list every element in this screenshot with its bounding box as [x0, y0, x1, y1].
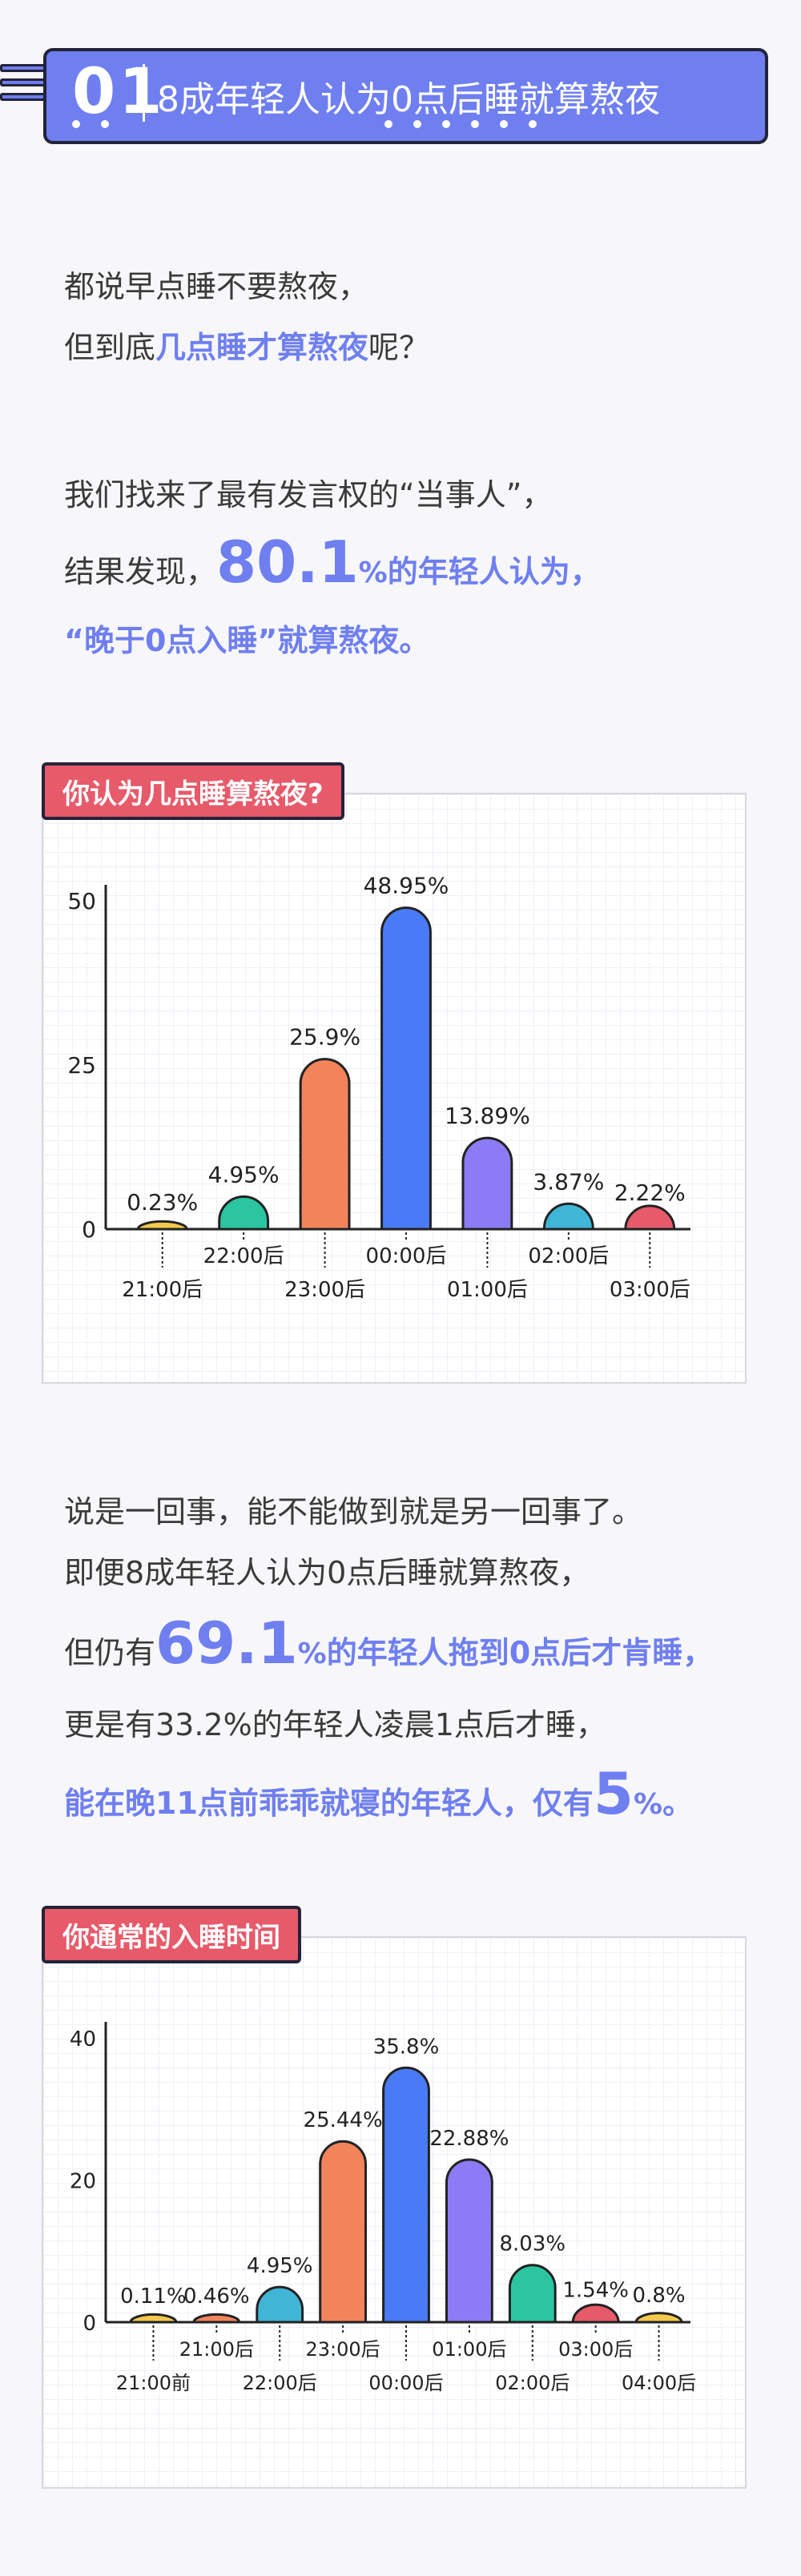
title-box [43, 48, 768, 144]
x-tick-label-6: 03:00后 [610, 1278, 690, 1302]
title-dots-left [72, 120, 109, 128]
finding-1-line-1: 我们找来了最有发言权的“当事人”， [64, 477, 553, 512]
finding-1-line-3: “晚于0点入睡”就算熬夜。 [64, 623, 430, 658]
bar-3 [319, 2140, 368, 2324]
finding-2-line-2: 即便8成年轻人认为0点后睡就算熬夜， [64, 1555, 590, 1590]
y-tick-label-2: 50 [67, 888, 96, 914]
x-tick-label-5: 01:00后 [432, 2338, 506, 2361]
bar-5 [445, 2158, 493, 2324]
chart-2-plot: 0 20 40 0.11% 21:00前 0.46% 21:00后 4.95% 22:00后 25… [70, 2022, 696, 2394]
bar-4 [461, 1136, 513, 1231]
x-tick-label-1: 21:00后 [179, 2338, 254, 2361]
data-label-8: 0.8% [633, 2284, 686, 2308]
y-tick-label-0: 0 [82, 1216, 96, 1243]
section-number: 01 [72, 56, 166, 128]
finding-2-line-4: 更是有33.2%的年轻人凌晨1点后才睡， [64, 1707, 606, 1742]
chart-2-title: 你通常的入睡时间 [42, 1906, 301, 1963]
bar-0 [136, 1220, 188, 1231]
intro-line-2: 但到底几点睡才算熬夜呢？ [64, 330, 430, 365]
x-tick-label-4: 00:00后 [368, 2372, 443, 2394]
bar-6 [624, 1204, 676, 1231]
title-divider [143, 64, 145, 122]
y-tick-label-1: 25 [67, 1052, 96, 1079]
x-tick-label-2: 23:00后 [284, 1278, 365, 1302]
intro-paragraph: 都说早点睡不要熬夜， 但到底几点睡才算熬夜呢？ [64, 256, 429, 378]
data-label-2: 4.95% [247, 2254, 313, 2278]
bar-0 [129, 2313, 178, 2324]
data-label-2: 25.9% [289, 1024, 360, 1051]
data-label-0: 0.23% [127, 1189, 198, 1216]
data-label-6: 2.22% [614, 1179, 686, 1206]
data-label-0: 0.11% [120, 2285, 187, 2309]
data-label-1: 4.95% [208, 1161, 280, 1188]
bar-1 [192, 2313, 241, 2324]
bar-4 [382, 2066, 430, 2324]
data-label-7: 1.54% [562, 2278, 629, 2302]
data-label-5: 3.87% [533, 1168, 604, 1195]
data-label-3: 25.44% [304, 2108, 383, 2132]
finding-2-line-5: 能在晚11点前乖乖就寝的年轻人，仅有5%。 [64, 1760, 694, 1827]
chart-1-plot: 0 25 50 0.23% 21:00后 4.95% 22:00后 25.9% 23:00后 48… [67, 873, 690, 1302]
title-banner: 01 8成年轻人认为0点后睡就算熬夜 [0, 0, 801, 160]
x-tick-label-8: 04:00后 [622, 2372, 696, 2394]
bar-7 [571, 2303, 620, 2324]
bar-3 [380, 906, 432, 1231]
bar-2 [256, 2285, 304, 2324]
x-tick-label-7: 03:00后 [558, 2338, 633, 2361]
y-tick-label-1: 20 [70, 2170, 96, 2194]
x-tick-label-1: 22:00后 [203, 1244, 284, 1268]
bar-6 [508, 2264, 557, 2324]
finding-2-paragraph: 说是一回事，能不能做到就是另一回事了。 即便8成年轻人认为0点后睡就算熬夜， 但… [64, 1481, 713, 1843]
data-label-3: 48.95% [364, 873, 449, 899]
x-tick-label-3: 00:00后 [366, 1244, 447, 1268]
data-label-1: 0.46% [183, 2285, 250, 2309]
x-tick-label-0: 21:00后 [122, 1278, 203, 1302]
data-label-5: 22.88% [429, 2127, 509, 2151]
x-tick-label-5: 02:00后 [528, 1244, 609, 1268]
finding-2-line-1: 说是一回事，能不能做到就是另一回事了。 [64, 1494, 643, 1529]
bar-5 [542, 1202, 594, 1231]
y-tick-label-0: 0 [83, 2312, 96, 2336]
finding-2-line-3: 但仍有69.1%的年轻人拖到0点后才肯睡， [64, 1609, 714, 1677]
decorative-lines [0, 64, 56, 128]
intro-line-1: 都说早点睡不要熬夜， [64, 269, 369, 304]
x-tick-label-2: 22:00后 [243, 2372, 317, 2394]
finding-2-stat-2: 5 [593, 1760, 634, 1827]
x-tick-label-4: 01:00后 [447, 1278, 528, 1302]
data-label-4: 35.8% [373, 2035, 440, 2059]
x-tick-label-3: 23:00后 [306, 2338, 380, 2361]
x-tick-label-6: 02:00后 [495, 2372, 570, 2394]
data-label-4: 13.89% [445, 1103, 530, 1129]
y-tick-label-2: 40 [70, 2027, 96, 2052]
data-label-6: 8.03% [499, 2232, 566, 2257]
finding-1-stat: 80.1 [216, 528, 359, 596]
chart-1-title: 你认为几点睡算熬夜? [42, 762, 344, 820]
finding-2-stat-1: 69.1 [155, 1609, 298, 1677]
x-tick-label-0: 21:00前 [116, 2372, 191, 2394]
finding-1-line-2: 结果发现，80.1%的年轻人认为， [64, 528, 601, 596]
bar-2 [299, 1058, 351, 1231]
bar-8 [634, 2312, 683, 2324]
bar-1 [218, 1196, 270, 1231]
title-dots-right [384, 120, 537, 128]
intro-highlight: 几点睡才算熬夜 [155, 330, 369, 365]
section-title: 8成年轻人认为0点后睡就算熬夜 [157, 79, 660, 120]
finding-1-paragraph: 我们找来了最有发言权的“当事人”， 结果发现，80.1%的年轻人认为， “晚于0… [64, 464, 601, 671]
